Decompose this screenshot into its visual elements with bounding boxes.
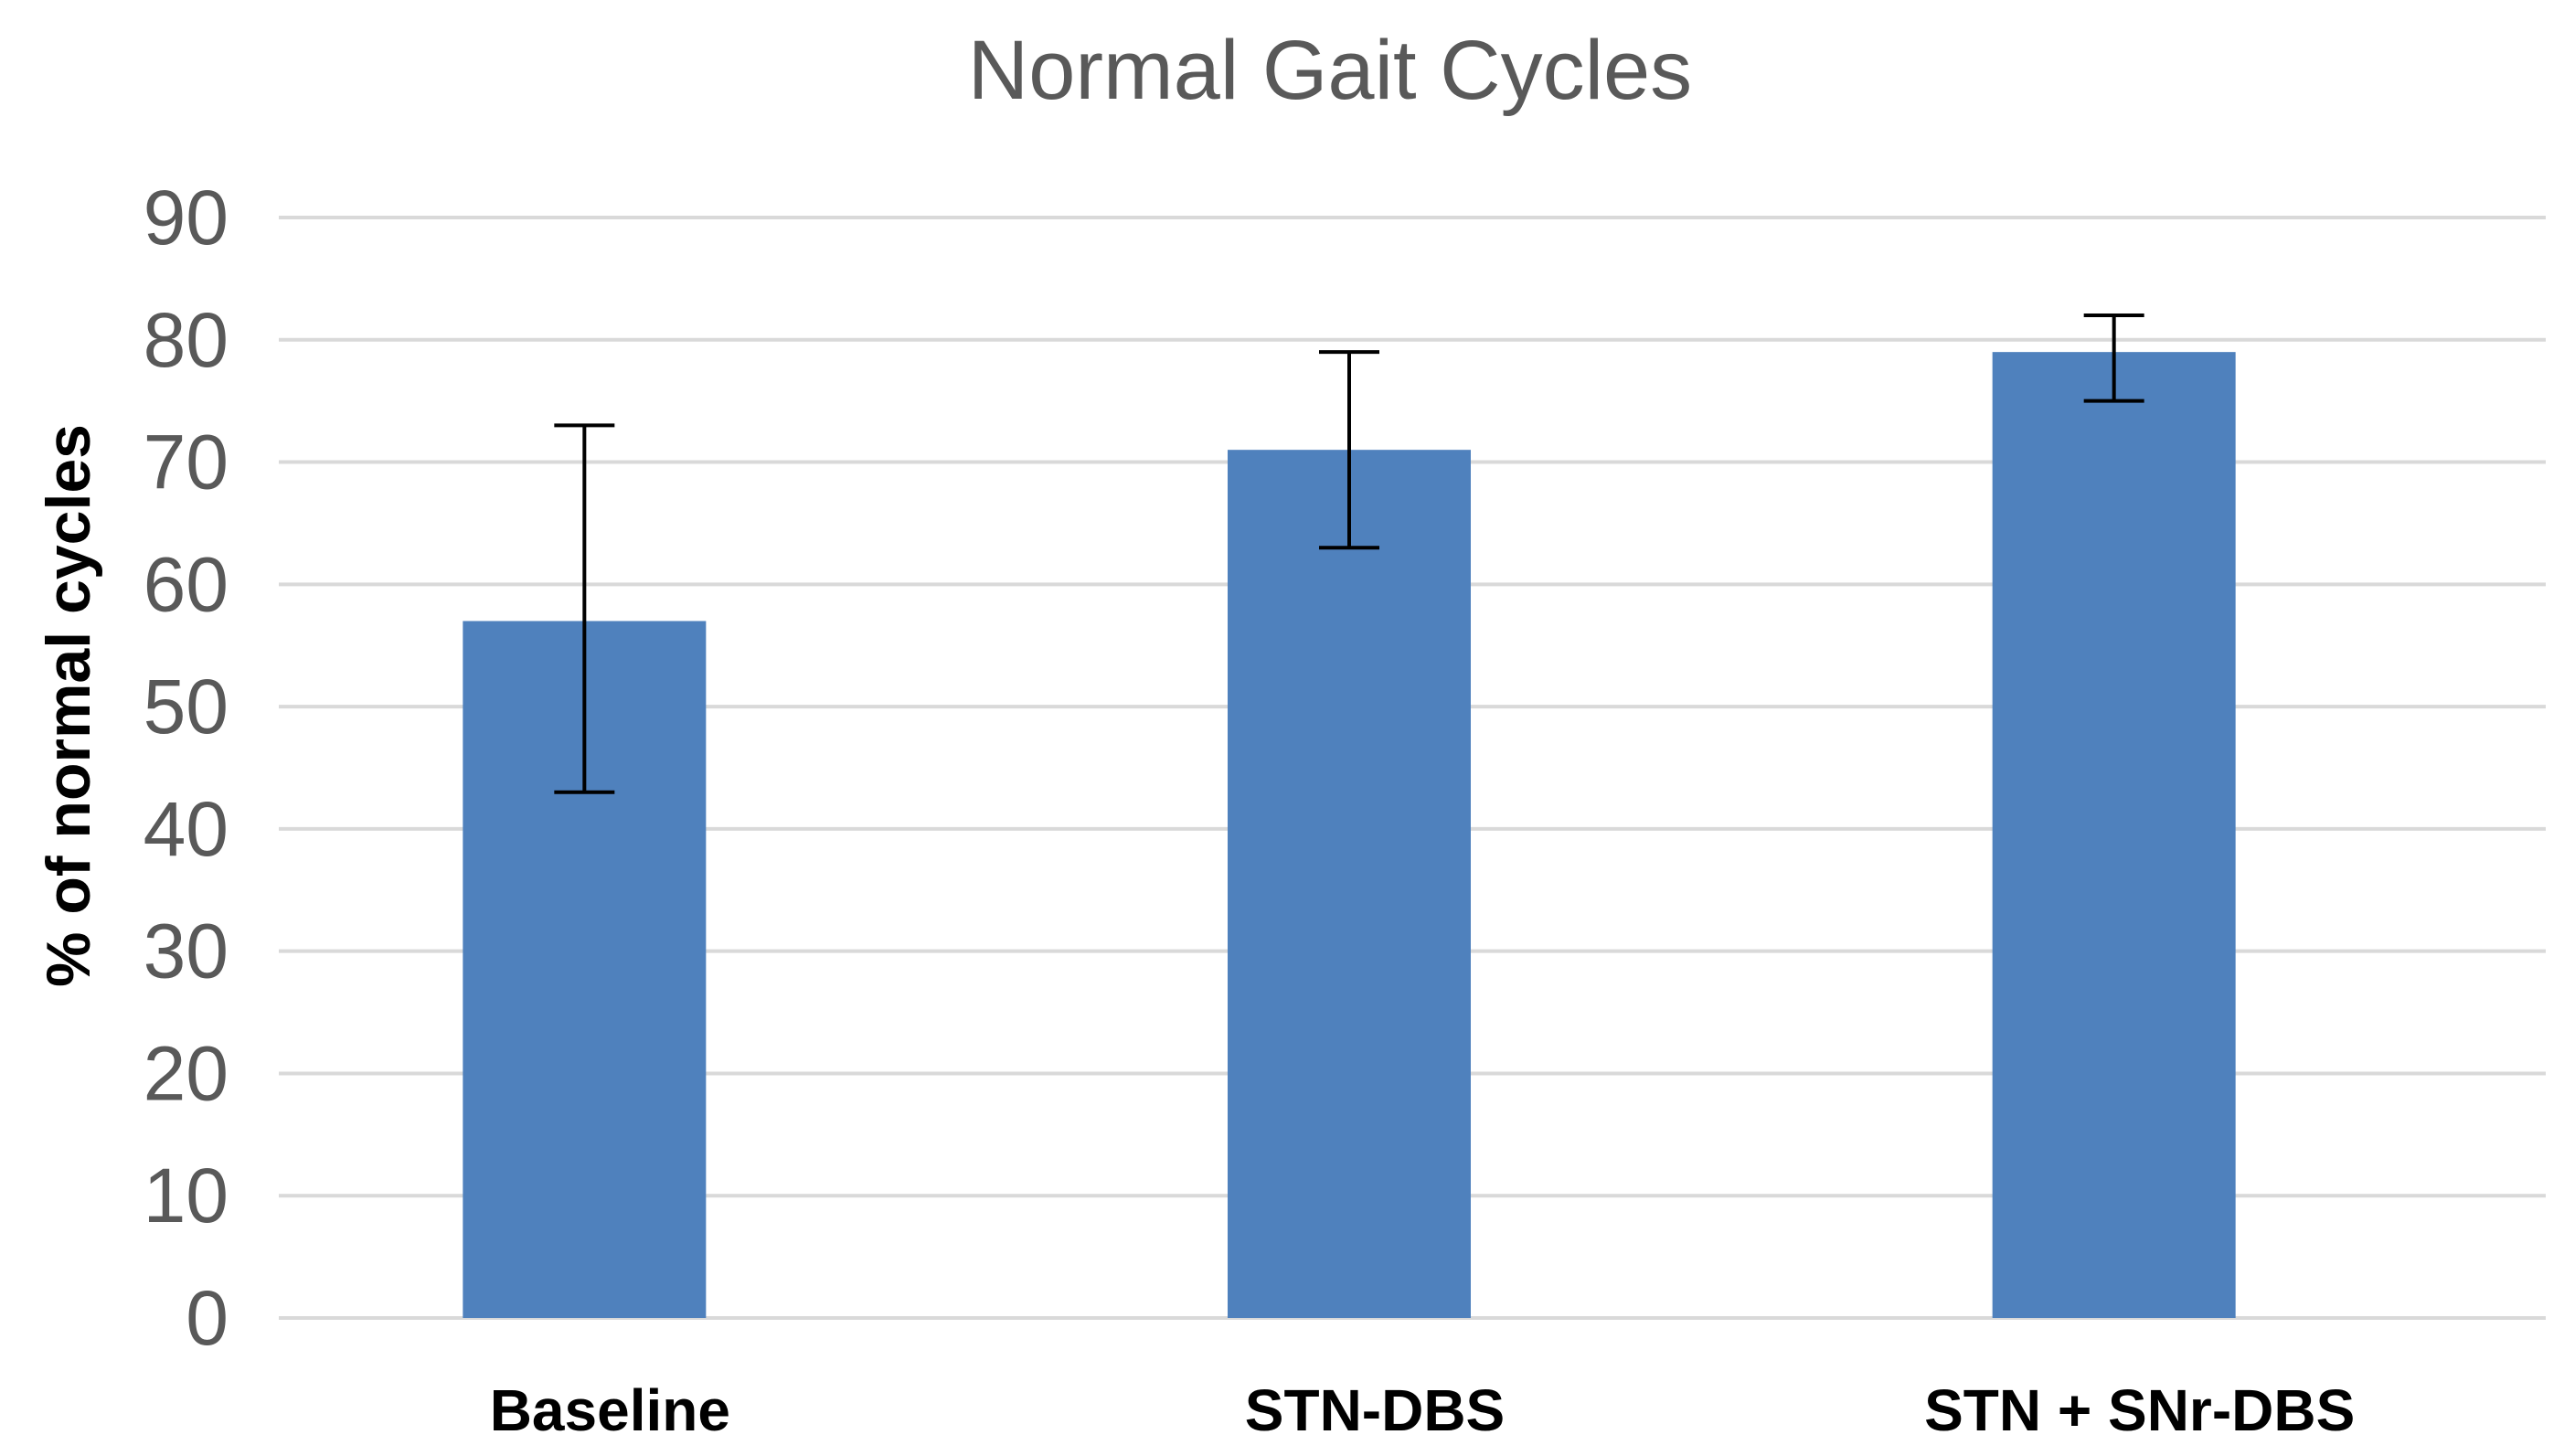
y-tick-label: 70 — [144, 420, 229, 505]
y-axis-title: % of normal cycles — [34, 424, 103, 987]
bar — [1992, 352, 2236, 1319]
y-tick-label: 50 — [144, 664, 229, 749]
y-tick-label: 10 — [144, 1153, 229, 1238]
error-bars — [554, 314, 2144, 794]
y-tick-label: 20 — [144, 1030, 229, 1116]
error-bar — [554, 423, 615, 794]
y-tick-label: 90 — [144, 175, 229, 260]
chart-title: Normal Gait Cycles — [968, 24, 1692, 117]
error-bar — [1319, 350, 1379, 550]
error-bar — [2083, 314, 2144, 403]
bar — [1228, 450, 1471, 1319]
y-tick-label: 30 — [144, 909, 229, 994]
x-tick-label: STN-DBS — [1245, 1377, 1505, 1443]
x-tick-label: Baseline — [490, 1377, 730, 1443]
y-tick-label: 80 — [144, 297, 229, 383]
y-axis-ticks: 0 10 20 30 40 50 60 70 80 90 — [144, 175, 229, 1361]
y-tick-label: 0 — [186, 1275, 229, 1361]
y-tick-label: 60 — [144, 541, 229, 627]
y-tick-label: 40 — [144, 786, 229, 872]
x-tick-label: STN + SNr-DBS — [1924, 1377, 2355, 1443]
x-axis-labels: Baseline STN-DBS STN + SNr-DBS — [490, 1377, 2356, 1443]
